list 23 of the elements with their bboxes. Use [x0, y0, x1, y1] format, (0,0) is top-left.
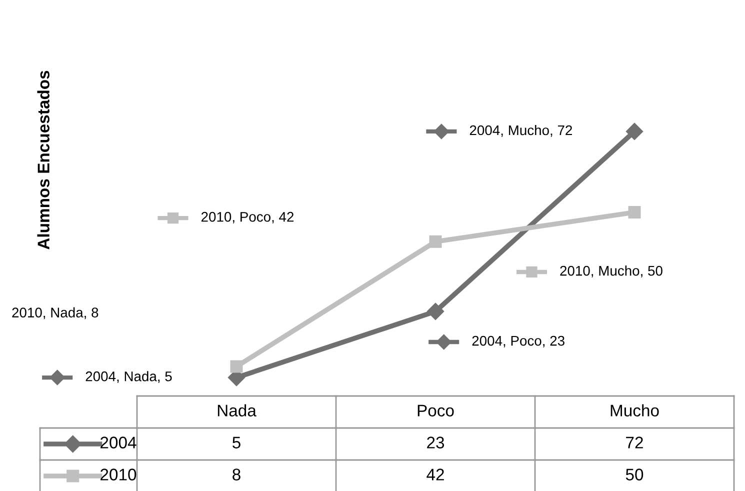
- point: [429, 235, 442, 248]
- data-label: 8: [232, 468, 240, 480]
- annotation: 2010, Mucho, 50: [560, 266, 662, 278]
- x-tick-label: Poco: [418, 404, 454, 416]
- point: [426, 302, 444, 320]
- annotation: 2004, Nada, 5: [86, 371, 172, 383]
- point: [626, 122, 644, 140]
- legend-label: 2004: [100, 436, 136, 448]
- x-tick-label: Nada: [218, 404, 256, 416]
- x-tick-label: Mucho: [610, 404, 659, 416]
- data-label: 5: [232, 436, 240, 448]
- data-label: 23: [427, 436, 444, 448]
- legend-label: 2010: [100, 468, 136, 480]
- data-label: 42: [426, 468, 444, 480]
- data-label: 50: [626, 468, 644, 480]
- annotation: 2004, Poco, 23: [472, 336, 564, 348]
- point: [230, 360, 243, 373]
- text: 2010, Nada, 8: [12, 307, 98, 320]
- text: Alumnos Encuestados: [37, 70, 50, 250]
- data-label: 72: [626, 436, 643, 448]
- annotation: 2010, Poco, 42: [201, 212, 294, 224]
- annotation: 2004, Mucho, 72: [470, 124, 572, 137]
- point: [628, 206, 641, 219]
